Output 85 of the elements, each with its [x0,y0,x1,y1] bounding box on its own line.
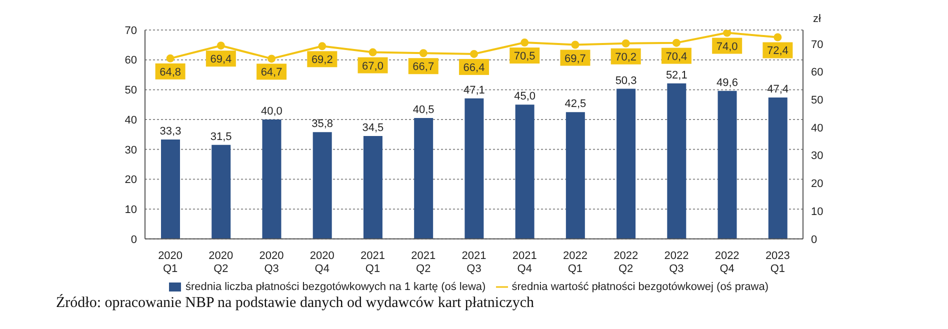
y2-tick-label: 70 [811,38,824,51]
data-label: 69,7 [564,52,586,65]
data-label: 52,1 [666,69,688,82]
y2-tick-label: 10 [811,206,824,218]
y-tick-label: 70 [124,24,137,37]
point [470,50,478,58]
data-label: 35,8 [312,118,334,130]
y-tick-label: 40 [124,114,137,126]
bar [414,118,434,239]
bar [667,83,686,239]
y2-tick-label: 50 [811,94,824,107]
bar [566,112,585,239]
bar [312,132,332,239]
data-label: 74,0 [716,40,738,53]
x-tick-label: 2021 Q1 [360,250,386,275]
point [368,48,377,56]
y-tick-label: 50 [124,84,137,97]
bar [161,140,180,239]
data-label: 45,0 [514,90,536,103]
y2-tick-label: 40 [811,122,824,134]
bar [212,144,231,239]
data-label: 50,3 [615,74,637,87]
text: Źródło: opracowanie NBP na podstawie danych od wydawców kart płatniczych [56,295,534,312]
data-label: 66,4 [463,62,485,74]
y-tick-label: 60 [124,54,137,67]
legend-label: średnia liczba płatności bezgotówkowych na 1 kartę (oś lewa) [185,280,486,293]
data-label: 33,3 [160,126,182,138]
bar [363,136,382,239]
x-tick-label: 2020 Q2 [208,250,234,275]
point [622,39,630,48]
x-tick-label: 2021 Q2 [411,250,436,275]
bar [262,120,282,239]
data-label: 66,7 [412,61,434,74]
data-label: 70,5 [514,50,536,63]
data-label: 72,4 [766,45,788,58]
point [216,42,225,50]
x-tick-label: 2020 Q1 [158,250,183,275]
legend-label: średnia wartość płatności bezgotówkowej (oś prawa) [512,280,768,293]
bar [515,104,534,239]
point [774,33,782,42]
x-tick-label: 2020 Q3 [259,250,284,275]
data-label: 47,1 [463,84,485,96]
point [520,38,529,47]
data-label: 70,4 [666,50,688,63]
data-label: 64,7 [260,66,282,79]
y-tick-label: 0 [130,234,137,246]
data-label: 70,2 [615,51,637,64]
point [419,49,428,58]
y2-tick-label: 30 [811,150,824,162]
y2-tick-label: 0 [811,234,818,246]
bar [768,97,788,239]
data-label: 69,4 [210,54,232,66]
x-tick-label: 2020 Q4 [310,250,334,275]
data-label: 34,5 [362,122,384,134]
point [571,40,580,49]
point [268,54,276,63]
y2-axis-title: zł [813,13,822,25]
y-tick-label: 20 [124,174,137,186]
point [672,38,680,47]
y-tick-label: 30 [124,144,137,156]
data-label: 31,5 [210,130,232,143]
data-label: 40,0 [261,106,282,118]
data-label: 69,2 [311,54,333,66]
x-tick-label: 2022 Q1 [562,250,588,275]
x-tick-label: 2022 Q2 [614,250,638,275]
x-tick-label: 2022 Q3 [664,250,689,275]
x-tick-label: 2022 Q4 [714,250,740,275]
data-label: 42,5 [564,98,586,110]
bar [616,88,636,239]
y-tick-label: 10 [124,204,137,216]
y2-tick-label: 60 [811,66,824,79]
data-label: 49,6 [716,76,738,89]
data-label: 67,0 [362,60,384,72]
y2-tick-label: 20 [811,178,824,190]
x-tick-label: 2021 Q3 [462,250,486,275]
x-tick-label: 2021 Q4 [512,250,537,275]
bar [718,90,737,239]
bar [464,98,484,239]
data-label: 64,8 [160,66,182,78]
point [318,42,326,50]
data-label: 47,4 [767,83,789,96]
point [723,30,732,37]
x-tick-label: 2023 Q1 [765,250,790,275]
data-label: 40,5 [412,104,434,116]
point [166,54,174,62]
